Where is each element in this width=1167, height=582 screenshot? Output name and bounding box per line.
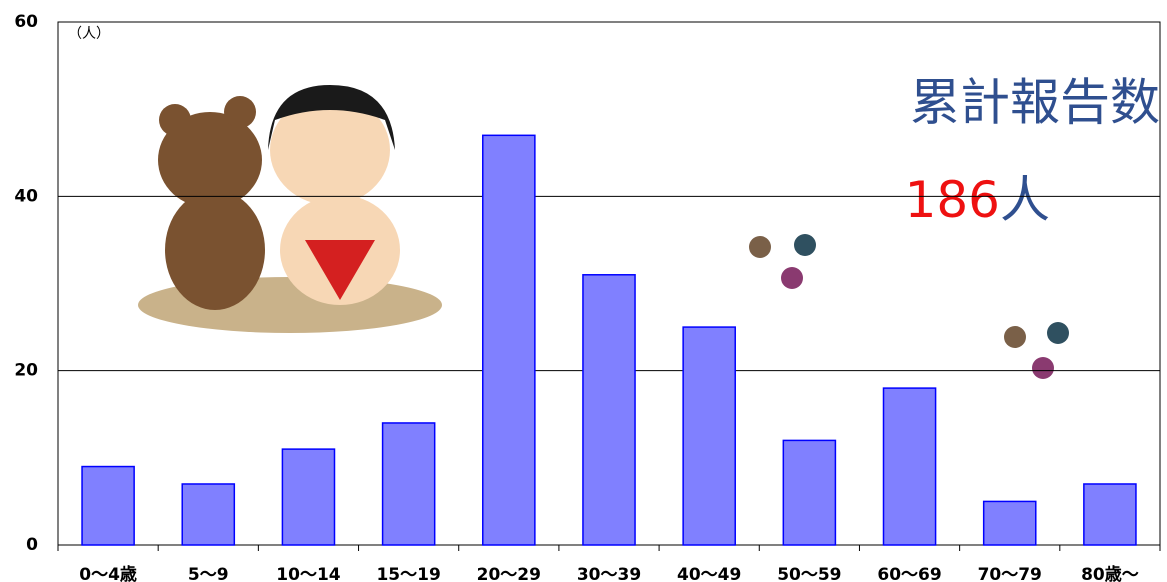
bar [683, 327, 735, 545]
x-tick-label: 20〜29 [477, 565, 541, 582]
x-tick-label: 40〜49 [677, 565, 741, 582]
x-tick-label: 0〜4歳 [79, 564, 137, 582]
annotation-title: 累計報告数 [910, 74, 1160, 132]
total-value: 186 [905, 171, 1000, 229]
illustration [138, 85, 442, 333]
x-tick-label: 10〜14 [276, 565, 340, 582]
y-tick-label: 20 [14, 361, 38, 381]
x-tick-label: 30〜39 [577, 565, 641, 582]
y-tick-label: 0 [26, 535, 38, 555]
bar [984, 501, 1036, 545]
bar [1084, 484, 1136, 545]
bar [282, 449, 334, 545]
x-tick-label: 50〜59 [777, 565, 841, 582]
total-unit: 人 [1000, 171, 1050, 229]
bar [783, 440, 835, 545]
x-tick-label: 70〜79 [978, 565, 1042, 582]
bar [483, 135, 535, 545]
page: （人） 累計報告数 186人 0 20 40 60 0〜4歳 5〜9 10〜14 15〜19 2… [0, 0, 1167, 582]
bar [583, 275, 635, 545]
x-tick-label: 15〜19 [376, 565, 440, 582]
germs [749, 234, 1069, 379]
bear-ear [159, 104, 191, 136]
bear-ear [224, 96, 256, 128]
x-tick-label: 80歳〜 [1081, 564, 1139, 582]
bar [82, 467, 134, 545]
chart: （人） 累計報告数 186人 0 20 40 60 0〜4歳 5〜9 10〜14 15〜19 2… [0, 0, 1167, 582]
unit-label: （人） [68, 26, 110, 42]
bar [182, 484, 234, 545]
y-tick-label: 40 [14, 186, 38, 206]
y-tick-label: 60 [14, 12, 38, 32]
x-tick-label: 5〜9 [188, 565, 229, 582]
bear-body [165, 190, 265, 310]
x-tick-label: 60〜69 [877, 565, 941, 582]
annotation-total: 186人 [905, 171, 1050, 229]
bar [883, 388, 935, 545]
bar [383, 423, 435, 545]
